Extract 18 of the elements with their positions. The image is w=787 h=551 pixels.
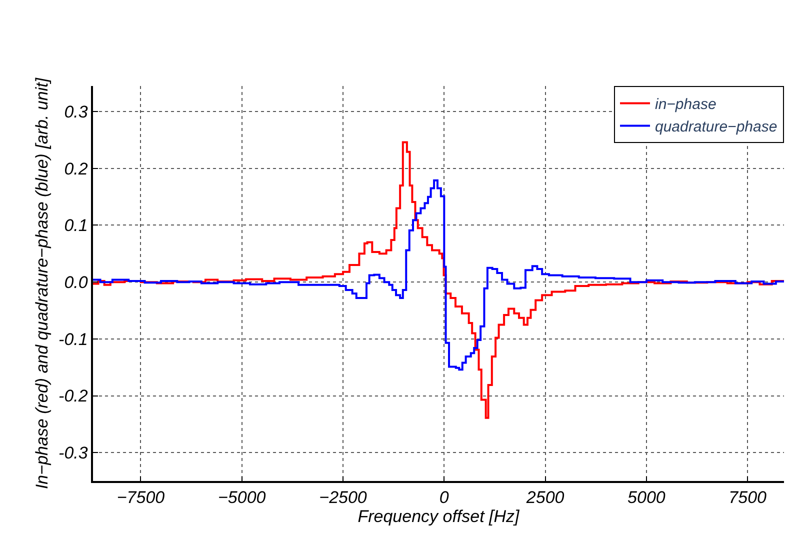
- x-tick-label: 5000: [628, 488, 666, 508]
- y-tick-label: -0.1: [58, 330, 88, 349]
- x-tick-label: 0: [439, 488, 450, 508]
- x-axis-title: Frequency offset [Hz]: [358, 507, 521, 526]
- x-tick-label: 2500: [525, 488, 565, 508]
- y-tick-label: -0.3: [58, 444, 88, 463]
- legend-label: quadrature−phase: [655, 118, 778, 136]
- x-tick-label: −7500: [116, 488, 166, 508]
- x-tick-label: −2500: [319, 488, 368, 508]
- y-tick-label: 0.0: [64, 273, 88, 292]
- y-tick-label: 0.2: [64, 159, 88, 178]
- y-tick-label: 0.3: [64, 102, 88, 122]
- x-tick-label: 7500: [728, 488, 768, 508]
- y-tick-label: 0.1: [64, 216, 88, 236]
- x-tick-label: −5000: [218, 488, 266, 508]
- legend-label: in−phase: [655, 96, 716, 114]
- y-axis-title: In−phase (red) and quadrature−phase (blue) [arb. unit]: [32, 76, 52, 490]
- y-tick-label: -0.2: [58, 386, 88, 406]
